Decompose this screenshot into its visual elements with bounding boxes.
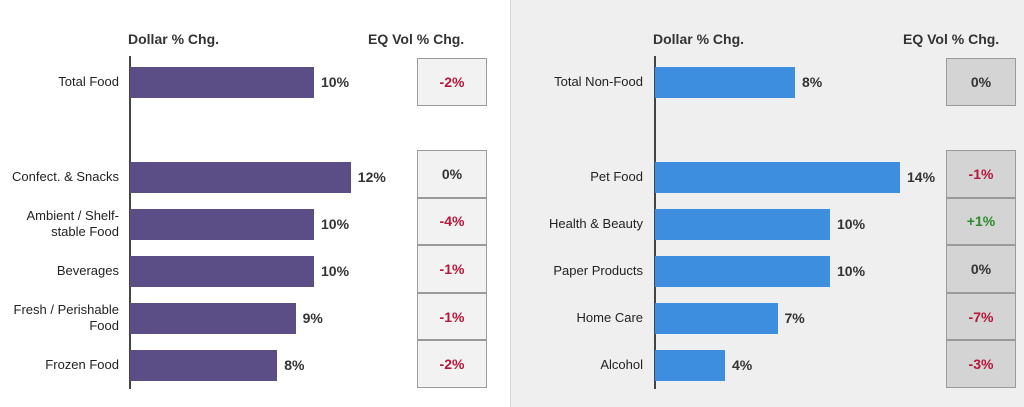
category-label-line: Ambient / Shelf-: [26, 208, 120, 223]
category-label-line: Confect. & Snacks: [12, 169, 119, 184]
data-bar: [130, 255, 314, 287]
bar-value-label: 10%: [321, 215, 350, 232]
food-panel: Dollar % Chg. EQ Vol % Chg. Total Food 10…: [0, 0, 510, 407]
category-label-line: Total Non-Food: [554, 74, 643, 89]
bar-value-label: 4%: [732, 356, 753, 373]
bar-value-label: 8%: [284, 356, 305, 373]
data-bar: [130, 302, 296, 334]
eq-vol-cell: +1%: [946, 197, 1016, 246]
eq-vol-cell: -7%: [946, 292, 1016, 341]
bar-value-label: 8%: [802, 73, 823, 90]
category-label-line: Home Care: [576, 310, 643, 325]
eq-vol-cell: -2%: [417, 58, 487, 106]
category-label-line: Frozen Food: [45, 357, 119, 372]
data-bar: [655, 349, 725, 381]
category-label-line: Pet Food: [590, 169, 643, 184]
category-label: Alcohol: [493, 357, 643, 373]
category-label: Fresh / Perishable Food: [0, 302, 120, 334]
category-label: Home Care: [493, 310, 643, 326]
category-label-line: stable Food: [51, 224, 119, 239]
bar-value-label: 10%: [837, 262, 866, 279]
category-label-line: Fresh / Perishable: [13, 302, 120, 317]
data-bar: [655, 66, 795, 98]
data-bar: [130, 161, 351, 193]
category-label: Ambient / Shelf-stable Food: [0, 208, 120, 240]
eq-vol-cell: -1%: [417, 292, 487, 341]
eq-vol-cell: 0%: [946, 245, 1016, 293]
category-label: Total Non-Food: [493, 74, 643, 90]
category-label: Beverages: [0, 263, 119, 279]
category-label: Health & Beauty: [493, 216, 643, 232]
eq-vol-cell: 0%: [417, 150, 487, 198]
category-label-line: Alcohol: [600, 357, 643, 372]
eq-vol-cell: -3%: [946, 340, 1016, 388]
eq-vol-cell: -2%: [417, 340, 487, 388]
eq-vol-cell: -1%: [946, 150, 1016, 198]
data-bar: [130, 66, 314, 98]
data-bar: [655, 208, 830, 240]
data-bar: [130, 208, 314, 240]
category-label: Paper Products: [493, 263, 643, 279]
bar-value-label: 10%: [837, 215, 866, 232]
category-label-line: Beverages: [56, 263, 119, 278]
data-bar: [655, 302, 778, 334]
category-label: Confect. & Snacks: [0, 169, 119, 185]
data-bar: [655, 161, 900, 193]
data-bar: [655, 255, 830, 287]
category-label: Pet Food: [493, 169, 643, 185]
eq-vol-header: EQ Vol % Chg.: [903, 31, 1000, 47]
bar-value-label: 12%: [357, 168, 386, 185]
eq-vol-header: EQ Vol % Chg.: [368, 31, 465, 47]
eq-vol-cell: -1%: [417, 245, 487, 293]
category-label: Total Food: [0, 74, 119, 90]
bar-value-label: 9%: [302, 309, 323, 326]
dollar-chg-header: Dollar % Chg.: [653, 31, 745, 47]
category-label-line: Health & Beauty: [549, 216, 643, 231]
bar-value-label: 14%: [907, 168, 936, 185]
category-label-line: Total Food: [58, 74, 119, 89]
bar-value-label: 7%: [784, 309, 805, 326]
category-label: Frozen Food: [0, 357, 119, 373]
category-label-line: Food: [89, 318, 119, 333]
bar-value-label: 10%: [321, 73, 350, 90]
dollar-chg-header: Dollar % Chg.: [128, 31, 220, 47]
nonfood-panel: Dollar % Chg. EQ Vol % Chg. Total Non-Fo…: [510, 0, 1024, 407]
data-bar: [130, 349, 278, 381]
eq-vol-cell: -4%: [417, 197, 487, 246]
category-label-line: Paper Products: [553, 263, 643, 278]
bar-value-label: 10%: [321, 262, 350, 279]
eq-vol-cell: 0%: [946, 58, 1016, 106]
